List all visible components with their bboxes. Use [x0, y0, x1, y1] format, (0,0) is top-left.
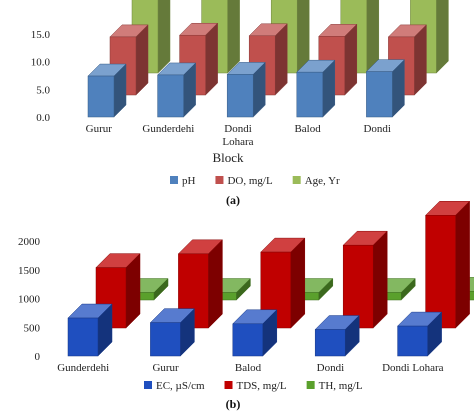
- y-tick-label: 0.0: [36, 112, 50, 124]
- bar-ph-4: [365, 59, 406, 118]
- y-tick-label: 10.0: [31, 57, 51, 69]
- legend-swatch: [170, 176, 178, 184]
- y-tick-label: 500: [24, 322, 41, 334]
- x-tick-label: Gunderdehi: [57, 362, 109, 374]
- bar-ph-3: [296, 59, 336, 118]
- bar-ec-2: [232, 309, 278, 357]
- legend-item: DO, mg/L: [215, 175, 273, 187]
- bar-tds-1: [177, 239, 224, 329]
- bar-ec-4: [396, 311, 443, 357]
- x-tick-label: Balod: [235, 362, 262, 374]
- bar-ph-0: [87, 63, 127, 118]
- legend-swatch: [224, 381, 233, 389]
- x-tick-label: Gurur: [152, 362, 179, 374]
- y-tick-label: 15.0: [31, 29, 51, 41]
- legend-item: EC, µS/cm: [144, 380, 205, 392]
- bar-tds-2: [260, 237, 306, 329]
- y-tick-label: 1500: [18, 265, 41, 277]
- bar-ec-0: [67, 303, 113, 357]
- bar-ec-3: [314, 314, 360, 357]
- y-tick-label: 5.0: [36, 84, 50, 96]
- legend-swatch: [292, 176, 301, 184]
- bar-tds-4: [424, 200, 471, 329]
- x-axis-title: Block: [212, 150, 244, 165]
- bar-ph-2: [226, 61, 266, 118]
- x-tick-label: Gurur: [86, 123, 113, 135]
- x-tick-label: Gunderdehi: [142, 123, 194, 135]
- y-tick-label: 1000: [18, 294, 41, 306]
- y-tick-label: 2000: [18, 236, 41, 248]
- x-tick-label: Dondi: [317, 362, 345, 374]
- legend-label: DO, mg/L: [227, 175, 273, 187]
- y-tick-label: 0: [35, 351, 41, 363]
- x-tick-label: Balod: [294, 123, 321, 135]
- legend-label: TDS, mg/L: [237, 380, 287, 392]
- x-tick-label: Dondi Lohara: [382, 362, 444, 374]
- legend-item: Age, Yr: [292, 175, 340, 187]
- legend-item: TH, mg/L: [306, 380, 363, 392]
- legend-item: TDS, mg/L: [224, 380, 287, 392]
- x-tick-label: Dondi Lohara: [222, 123, 253, 148]
- bar-tds-3: [342, 230, 388, 329]
- legend-swatch: [306, 381, 315, 389]
- legend-label: EC, µS/cm: [156, 380, 205, 392]
- panel-caption: (a): [226, 193, 240, 207]
- legend-swatch: [215, 176, 224, 184]
- bar-ec-1: [149, 308, 196, 357]
- panel-caption: (b): [226, 397, 241, 411]
- legend-label: Age, Yr: [305, 175, 340, 187]
- x-tick-label: Dondi: [363, 123, 391, 135]
- chart-b: 0 500 1000 1500 2000 Gunderdehi Gurur Balod Dond…: [18, 200, 474, 411]
- chart-a: 0.0 5.0 10.0 15.0 Gurur Gunderdehi Dondi Lohara…: [31, 0, 449, 207]
- legend-label: pH: [182, 175, 196, 187]
- legend-item: pH: [170, 175, 196, 187]
- bar-ph-1: [156, 62, 197, 118]
- legend-label: TH, mg/L: [319, 380, 363, 392]
- legend-swatch: [144, 381, 152, 389]
